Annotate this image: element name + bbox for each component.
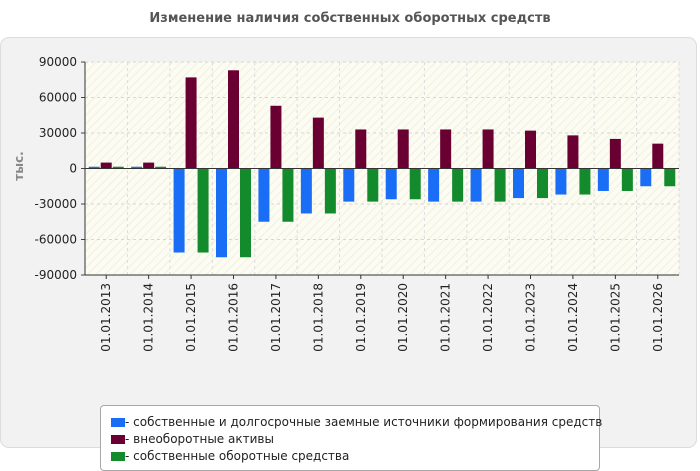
- bar-1: [385, 168, 397, 200]
- bar-1: [640, 168, 652, 187]
- bar-2: [525, 130, 536, 169]
- bar-2: [567, 135, 579, 169]
- y-tick-label: 30000: [39, 126, 77, 140]
- bar-2: [143, 162, 155, 169]
- bar-3: [155, 166, 167, 169]
- bar-3: [367, 168, 379, 202]
- y-tick-label: 90000: [39, 55, 77, 69]
- legend-label: - внеоборотные активы: [125, 432, 274, 446]
- y-tick-label: -60000: [34, 233, 77, 247]
- x-tick-label: 01.01.2025: [608, 283, 622, 352]
- x-tick-label: 01.01.2026: [651, 283, 665, 352]
- x-tick-label: 01.01.2014: [142, 283, 156, 352]
- x-tick-label: 01.01.2015: [184, 283, 198, 352]
- bar-1: [597, 168, 609, 191]
- bar-3: [621, 168, 633, 191]
- bar-3: [537, 168, 548, 199]
- bar-2: [397, 129, 409, 169]
- y-tick-label: 0: [69, 162, 77, 176]
- bar-3: [240, 168, 251, 258]
- x-tick-label: 01.01.2023: [524, 283, 538, 352]
- bar-3: [494, 168, 506, 202]
- bar-1: [555, 168, 567, 195]
- legend-label: - собственные оборотные средства: [125, 449, 350, 463]
- bar-2: [355, 129, 367, 169]
- bar-2: [270, 105, 282, 169]
- x-tick-label: 01.01.2021: [439, 283, 453, 352]
- bar-3: [409, 168, 421, 200]
- legend: - собственные и долгосрочные заемные ист…: [100, 405, 603, 471]
- bar-3: [324, 168, 336, 214]
- x-tick-label: 01.01.2013: [99, 283, 113, 352]
- x-tick-label: 01.01.2020: [396, 283, 410, 352]
- y-tick-label: -30000: [34, 197, 77, 211]
- bar-1: [88, 166, 100, 169]
- bar-1: [428, 168, 440, 202]
- bar-1: [513, 168, 524, 199]
- bar-3: [664, 168, 676, 187]
- y-tick-label: -90000: [34, 268, 77, 282]
- x-tick-label: 01.01.2019: [354, 283, 368, 352]
- bar-2: [482, 129, 494, 169]
- x-tick-label: 01.01.2017: [269, 283, 283, 352]
- bar-1: [470, 168, 482, 202]
- bar-1: [131, 166, 143, 169]
- bar-1: [216, 168, 227, 258]
- bar-2: [440, 129, 452, 169]
- x-tick-label: 01.01.2022: [481, 283, 495, 352]
- bar-2: [185, 77, 197, 169]
- legend-label: - собственные и долгосрочные заемные ист…: [125, 415, 603, 429]
- x-tick-label: 01.01.2018: [311, 283, 325, 352]
- bar-2: [228, 70, 239, 169]
- bar-2: [312, 117, 324, 169]
- legend-item: - внеоборотные активы: [101, 431, 599, 448]
- bar-3: [282, 168, 294, 222]
- x-tick-label: 01.01.2016: [227, 283, 241, 352]
- legend-swatch: [111, 418, 125, 427]
- legend-item: - собственные и долгосрочные заемные ист…: [101, 414, 603, 431]
- y-axis-label: тыс.: [12, 151, 26, 180]
- bar-3: [452, 168, 464, 202]
- plot-area: тыс. 90000 60000 30000 0 -30000 -60000 -90000 0…: [12, 55, 680, 352]
- bar-1: [343, 168, 355, 202]
- bar-2: [652, 143, 664, 169]
- x-tick-label: 01.01.2024: [566, 283, 580, 352]
- y-tick-label: 60000: [39, 91, 77, 105]
- legend-swatch: [111, 452, 125, 461]
- bar-2: [100, 162, 112, 169]
- bar-3: [579, 168, 591, 195]
- legend-swatch: [111, 435, 125, 444]
- bar-2: [609, 138, 621, 169]
- bar-1: [173, 168, 185, 253]
- chart-title: Изменение наличия собственных оборотных …: [149, 11, 551, 26]
- legend-item: - собственные оборотные средства: [101, 448, 599, 465]
- bar-3: [112, 166, 124, 169]
- bar-3: [197, 168, 209, 253]
- chart-panel: тыс. 90000 60000 30000 0 -30000 -60000 -90000 0…: [0, 37, 697, 471]
- bar-1: [258, 168, 270, 222]
- bar-1: [300, 168, 312, 214]
